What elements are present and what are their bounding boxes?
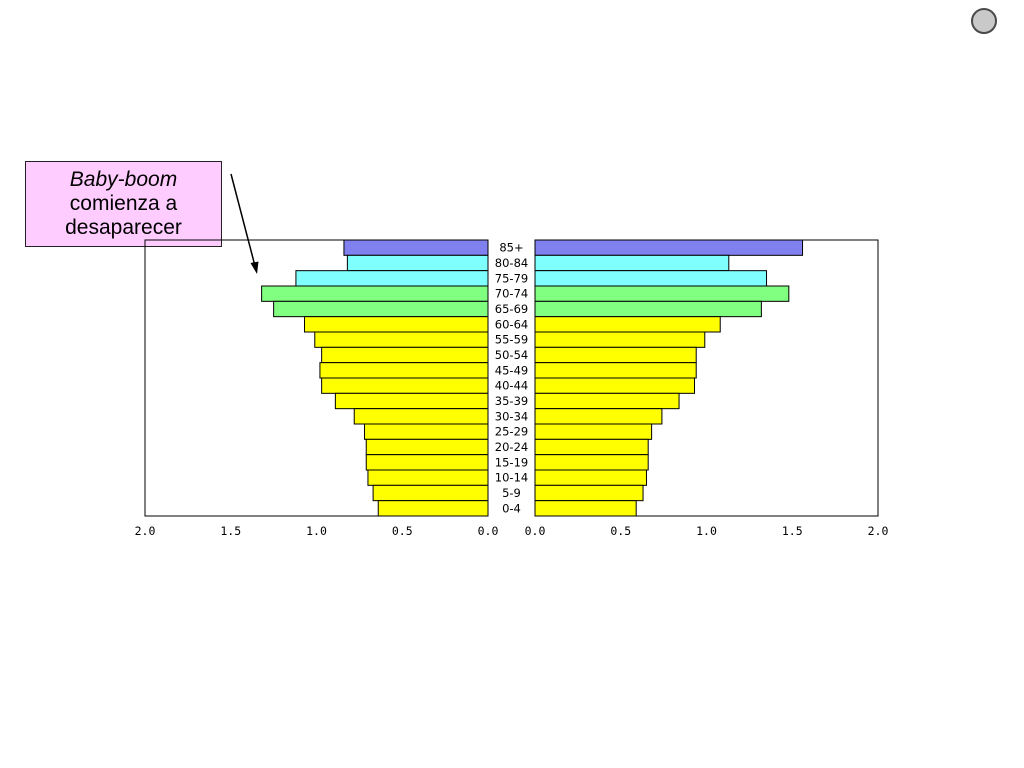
- left-tick-label: 1.5: [220, 524, 241, 538]
- age-label: 60-64: [495, 317, 528, 331]
- bar-right-40-44: [534, 377, 695, 394]
- bar-left-25-29: [364, 423, 489, 440]
- age-label: 50-54: [495, 348, 528, 362]
- bar-left-80-84: [346, 254, 489, 272]
- age-label: 40-44: [495, 379, 528, 393]
- age-label: 80-84: [495, 256, 528, 270]
- annotation-callout: Baby-boom comienza a desaparecer: [25, 161, 222, 247]
- bar-left-50-54: [321, 346, 489, 364]
- bar-right-25-29: [534, 423, 653, 440]
- age-label: 0-4: [502, 501, 521, 515]
- age-label: 20-24: [495, 440, 528, 454]
- right-tick-label: 1.0: [696, 524, 717, 538]
- bar-right-15-19: [534, 454, 649, 471]
- annotation-line-1: Baby-boom: [69, 168, 178, 191]
- annotation-line-3: desaparecer: [65, 216, 182, 239]
- left-tick-label: 1.0: [306, 524, 327, 538]
- right-tick-label: 0.5: [610, 524, 631, 538]
- age-label: 35-39: [495, 394, 528, 408]
- right-tick-label: 2.0: [868, 524, 889, 538]
- bar-right-55-59: [534, 331, 706, 348]
- bar-left-0-4: [377, 500, 489, 517]
- bar-left-30-34: [353, 408, 489, 425]
- bar-right-85+: [534, 239, 804, 256]
- bar-right-80-84: [534, 254, 730, 272]
- bar-left-85+: [343, 239, 489, 256]
- age-label: 70-74: [495, 287, 528, 301]
- bar-left-55-59: [314, 331, 489, 348]
- annotation-arrow-line: [230, 173, 256, 267]
- bar-left-60-64: [303, 316, 489, 333]
- bar-right-75-79: [534, 270, 768, 287]
- bar-left-45-49: [319, 362, 489, 379]
- bar-right-65-69: [534, 300, 762, 318]
- bar-left-75-79: [295, 270, 489, 287]
- bar-right-35-39: [534, 392, 680, 410]
- left-tick-label: 2.0: [135, 524, 156, 538]
- age-label: 65-69: [495, 302, 528, 316]
- right-tick-label: 1.5: [782, 524, 803, 538]
- bar-left-10-14: [367, 469, 489, 486]
- left-tick-label: 0.5: [392, 524, 413, 538]
- bar-left-65-69: [273, 300, 489, 318]
- bar-right-50-54: [534, 346, 697, 364]
- bar-left-70-74: [261, 285, 489, 302]
- left-tick-label: 0.0: [478, 524, 499, 538]
- bar-right-0-4: [534, 500, 637, 517]
- bar-left-35-39: [334, 392, 489, 410]
- bar-right-30-34: [534, 408, 663, 425]
- bar-right-45-49: [534, 362, 697, 379]
- navigation-button[interactable]: [971, 8, 997, 34]
- annotation-arrowhead: [250, 261, 259, 274]
- bar-right-70-74: [534, 285, 790, 302]
- age-label: 5-9: [502, 486, 521, 500]
- right-tick-label: 0.0: [525, 524, 546, 538]
- bar-left-40-44: [321, 377, 489, 394]
- annotation-line-2: comienza a: [69, 192, 178, 215]
- bar-right-5-9: [534, 484, 644, 502]
- age-label: 45-49: [495, 363, 528, 377]
- bar-left-15-19: [365, 454, 489, 471]
- bar-right-20-24: [534, 438, 649, 456]
- age-label: 55-59: [495, 333, 528, 347]
- age-label: 10-14: [495, 471, 528, 485]
- age-label: 75-79: [495, 271, 528, 285]
- bar-right-60-64: [534, 316, 721, 333]
- bar-left-5-9: [372, 484, 489, 502]
- bar-left-20-24: [365, 438, 489, 456]
- age-label: 15-19: [495, 455, 528, 469]
- age-label: 30-34: [495, 409, 528, 423]
- age-label: 25-29: [495, 425, 528, 439]
- age-label: 85+: [499, 241, 523, 255]
- bar-right-10-14: [534, 469, 647, 486]
